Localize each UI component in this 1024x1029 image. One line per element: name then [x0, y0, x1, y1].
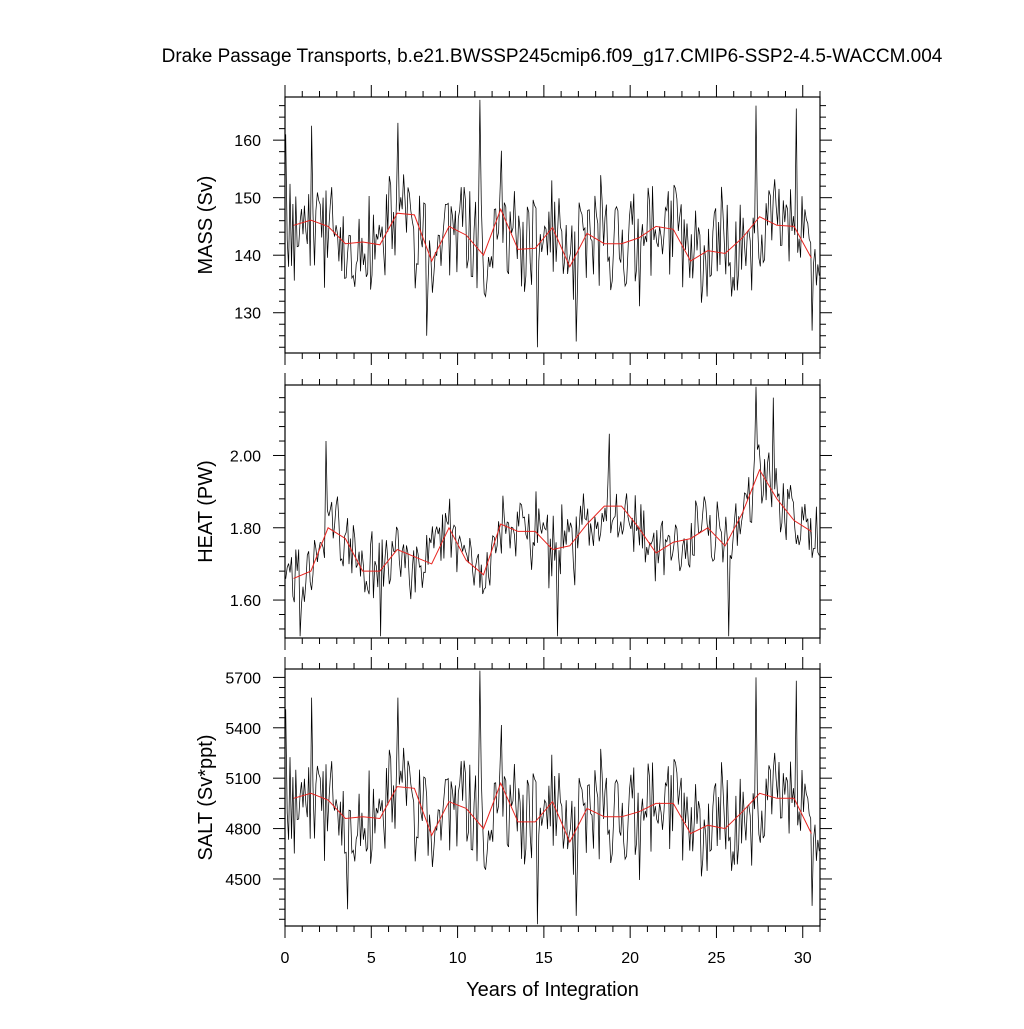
- y-tick-label: 5700: [225, 670, 261, 687]
- panel-1: 130 140 150 160 MASS (Sv): [195, 85, 832, 365]
- x-tick-label: 5: [367, 950, 376, 967]
- x-tick-label: 20: [621, 950, 639, 967]
- plot-frame: [284, 668, 821, 927]
- monthly-series-line: [285, 99, 820, 348]
- y-axis-label: HEAT (PW): [195, 460, 217, 563]
- y-tick-label: 1.80: [230, 521, 261, 538]
- y-tick-label: 130: [234, 306, 261, 323]
- x-tick-label: 0: [281, 950, 290, 967]
- annual-mean-series-line: [293, 781, 812, 844]
- monthly-series-line: [285, 386, 820, 637]
- y-tick-label: 150: [234, 191, 261, 208]
- annual-mean-series-line: [293, 468, 812, 579]
- y-tick-label: 4800: [225, 822, 261, 839]
- y-tick-label: 160: [234, 133, 261, 150]
- chart-title: Drake Passage Transports, b.e21.BWSSP245…: [161, 46, 943, 67]
- annual-mean-series-line: [293, 207, 812, 268]
- x-tick-label: 15: [535, 950, 553, 967]
- y-tick-label: 5400: [225, 721, 261, 738]
- plot-frame: [284, 96, 821, 354]
- x-axis-label: Years of Integration: [466, 979, 639, 1001]
- monthly-series-line: [285, 670, 820, 925]
- panel-3: 4500 4800 5100 5400 5700 0 5 10 15 20 25 30 Years of…: [195, 657, 832, 1001]
- y-axis-label: MASS (Sv): [195, 176, 217, 275]
- plot-frame: [284, 384, 821, 639]
- y-tick-label: 140: [234, 248, 261, 265]
- y-tick-label: 4500: [225, 872, 261, 889]
- y-tick-label: 2.00: [230, 448, 261, 465]
- y-tick-label: 5100: [225, 771, 261, 788]
- y-axis-label: SALT (Sv*ppt): [195, 735, 217, 861]
- x-tick-label: 10: [449, 950, 467, 967]
- panel-2: 1.60 1.80 2.00 HEAT (PW): [195, 373, 832, 650]
- x-tick-label: 25: [708, 950, 726, 967]
- y-tick-label: 1.60: [230, 593, 261, 610]
- x-tick-label: 30: [794, 950, 812, 967]
